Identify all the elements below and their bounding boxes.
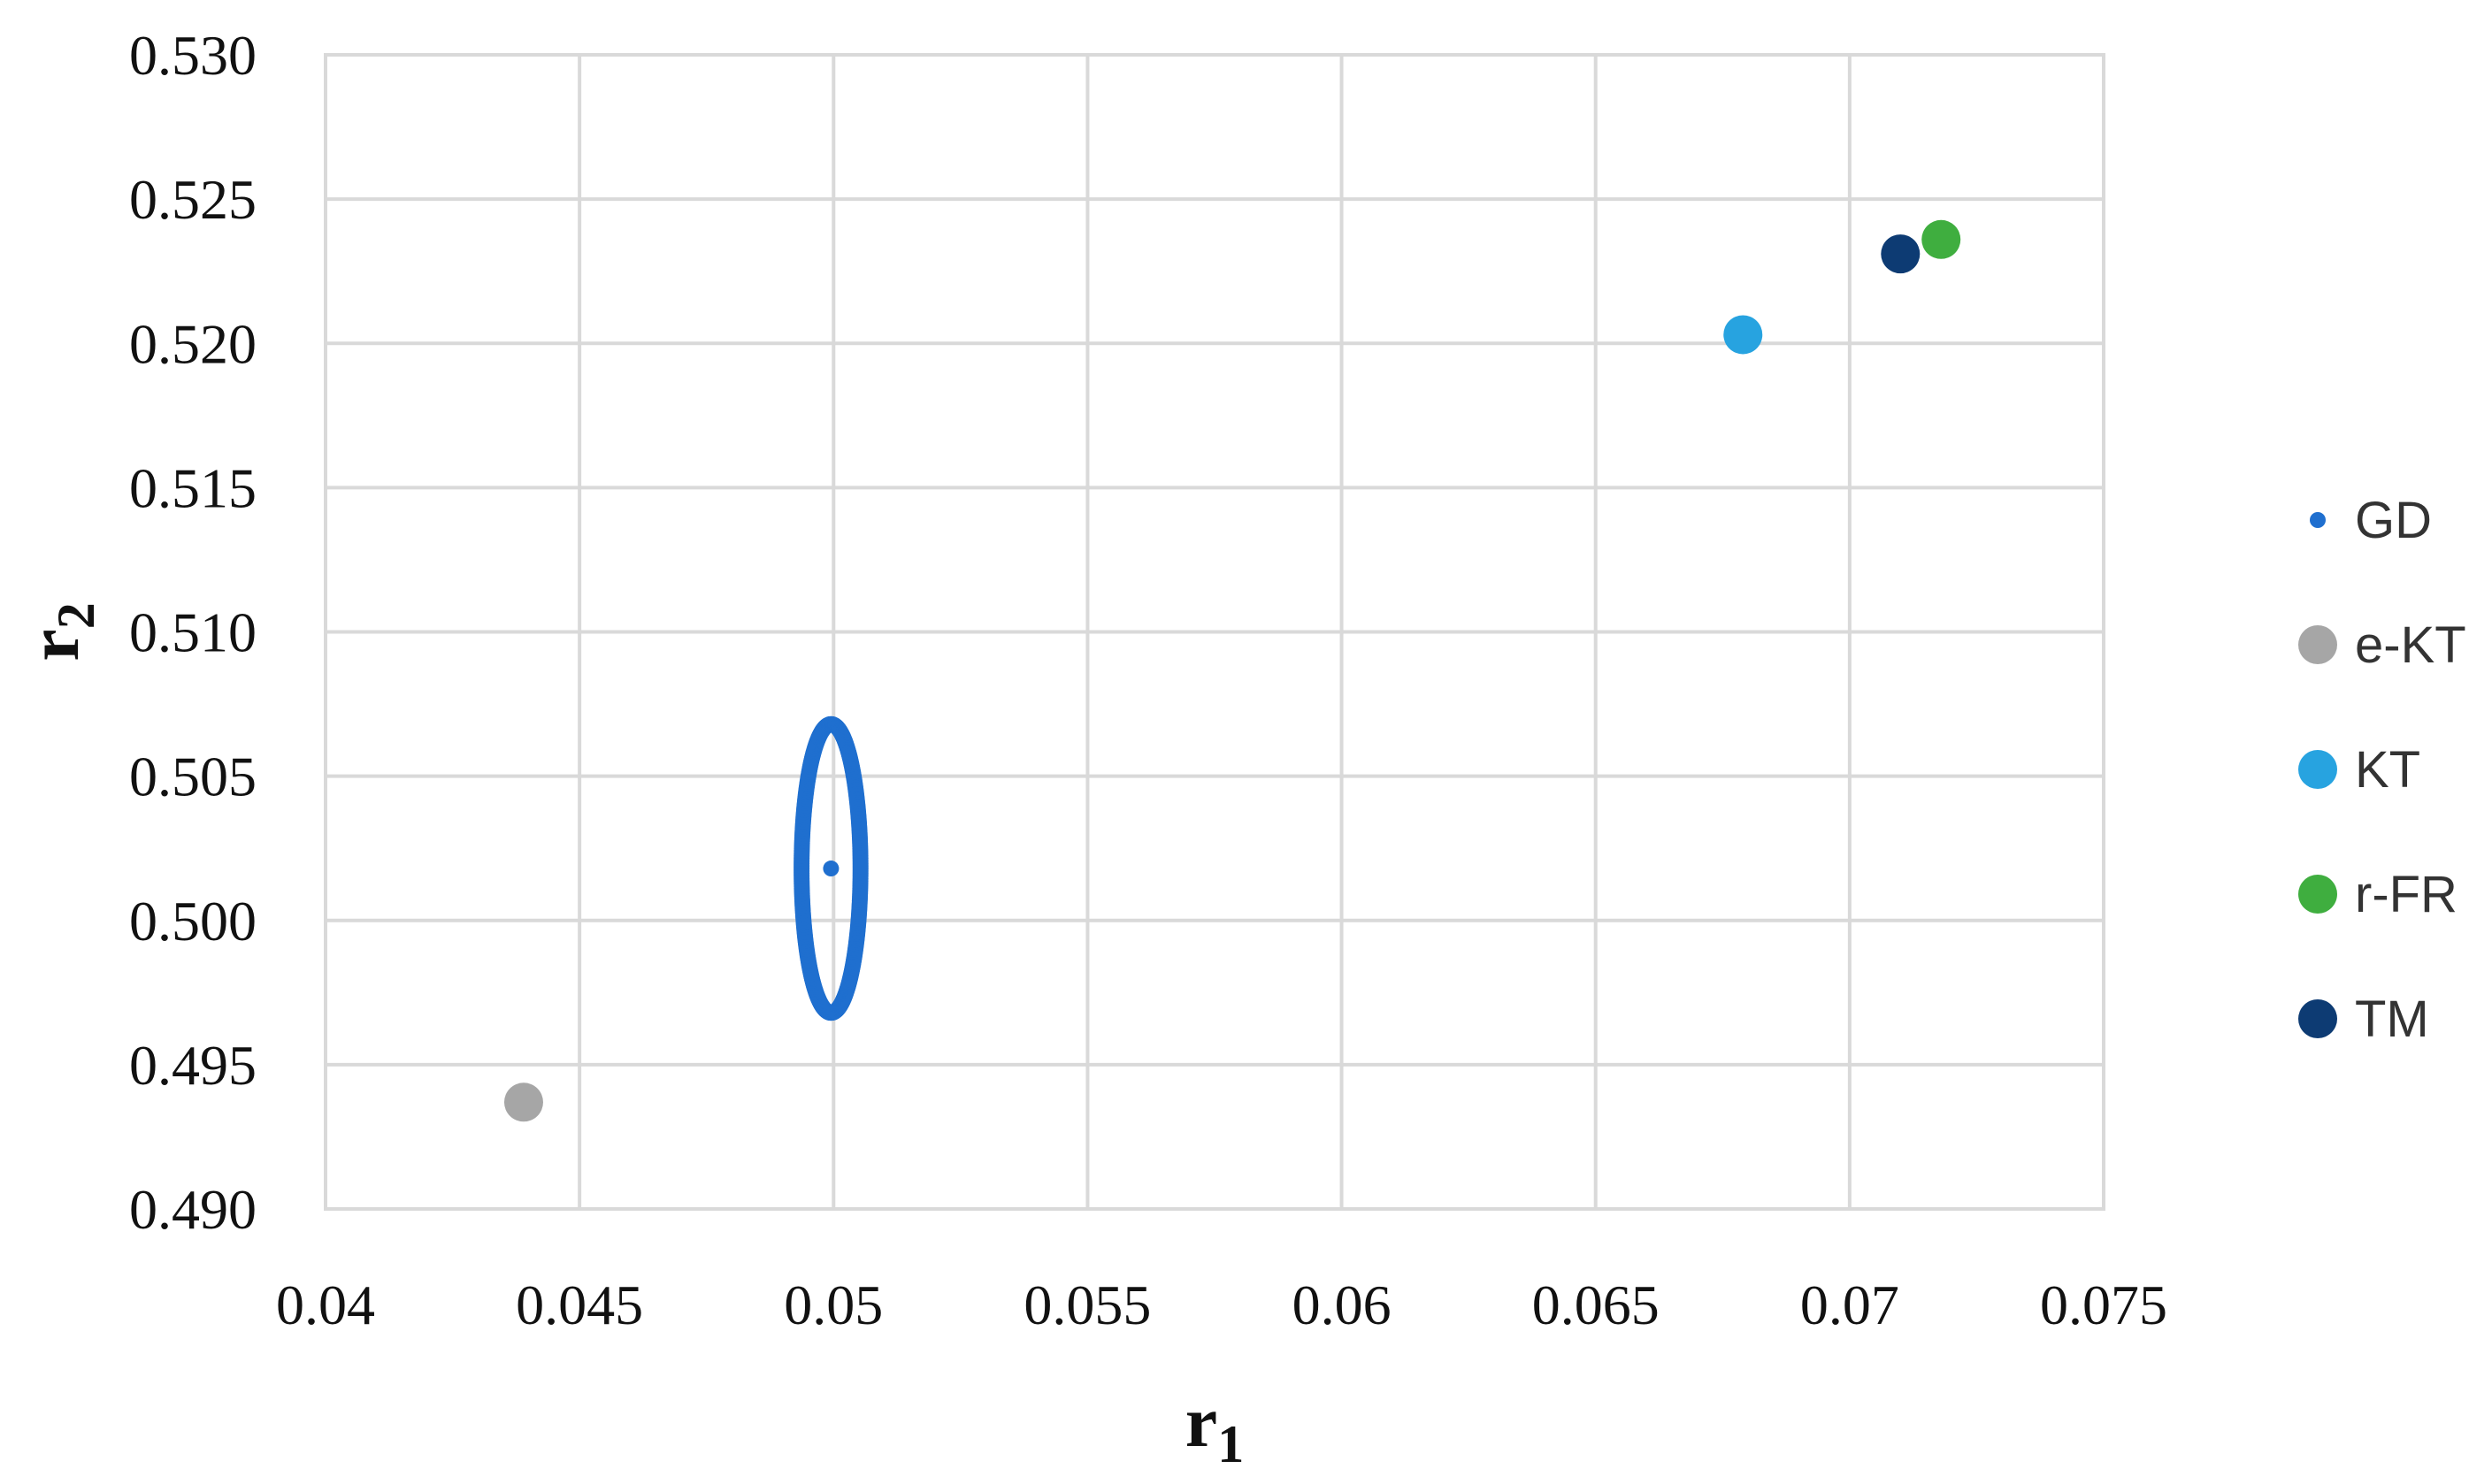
- y-tick-label: 0.525: [129, 168, 257, 231]
- x-tick-labels: 0.04 0.045 0.05 0.055 0.06 0.065 0.07 0.075: [276, 1274, 2167, 1336]
- y-tick-label: 0.515: [129, 456, 257, 519]
- y-tick-label: 0.495: [129, 1034, 257, 1097]
- point-kt: [1723, 315, 1763, 355]
- y-axis-title-subscript: 2: [47, 602, 105, 629]
- legend-label-tm: TM: [2355, 991, 2429, 1048]
- legend-label-kt: KT: [2355, 741, 2420, 799]
- legend: GD e-KT KT r-FR TM: [2298, 492, 2466, 1048]
- point-e-kt: [503, 1082, 543, 1122]
- x-axis-title: r1: [1185, 1381, 1244, 1473]
- y-axis-title: r2: [13, 602, 105, 661]
- legend-label-gd: GD: [2355, 492, 2432, 549]
- y-tick-label: 0.530: [129, 24, 257, 87]
- legend-marker-tm: [2298, 999, 2337, 1038]
- grid-lines: [324, 53, 2105, 1211]
- legend-label-e-kt: e-KT: [2355, 616, 2466, 674]
- x-tick-label: 0.055: [1024, 1274, 1151, 1336]
- x-tick-label: 0.04: [276, 1274, 375, 1336]
- x-axis-title-subscript: 1: [1217, 1415, 1244, 1473]
- point-r-fr: [1921, 219, 1961, 259]
- legend-marker-r-fr: [2298, 875, 2337, 914]
- x-tick-label: 0.075: [2040, 1274, 2167, 1336]
- legend-marker-e-kt: [2298, 625, 2337, 664]
- y-axis-title-main: r: [13, 629, 94, 661]
- x-tick-label: 0.05: [784, 1274, 883, 1336]
- y-tick-label: 0.510: [129, 601, 257, 664]
- y-tick-label: 0.520: [129, 312, 257, 375]
- gd-ellipse-point: [852, 858, 869, 875]
- y-tick-label: 0.490: [129, 1178, 257, 1241]
- x-tick-label: 0.065: [1532, 1274, 1660, 1336]
- y-tick-label: 0.500: [129, 890, 257, 952]
- legend-label-r-fr: r-FR: [2355, 866, 2457, 923]
- legend-marker-kt: [2298, 750, 2337, 789]
- point-tm: [1881, 234, 1921, 274]
- gd-ellipse-points: [794, 715, 869, 1021]
- x-tick-label: 0.07: [1800, 1274, 1899, 1336]
- legend-marker-gd: [2310, 512, 2326, 528]
- plot-area: [324, 53, 2105, 1211]
- x-tick-label: 0.06: [1292, 1274, 1392, 1336]
- x-tick-label: 0.045: [516, 1274, 643, 1336]
- x-axis-title-main: r: [1185, 1381, 1217, 1462]
- gd-center-point: [823, 861, 840, 877]
- y-tick-label: 0.505: [129, 746, 257, 808]
- data-points: [503, 219, 1961, 1122]
- y-tick-labels: 0.490 0.495 0.500 0.505 0.510 0.515 0.520 0.525…: [129, 24, 257, 1241]
